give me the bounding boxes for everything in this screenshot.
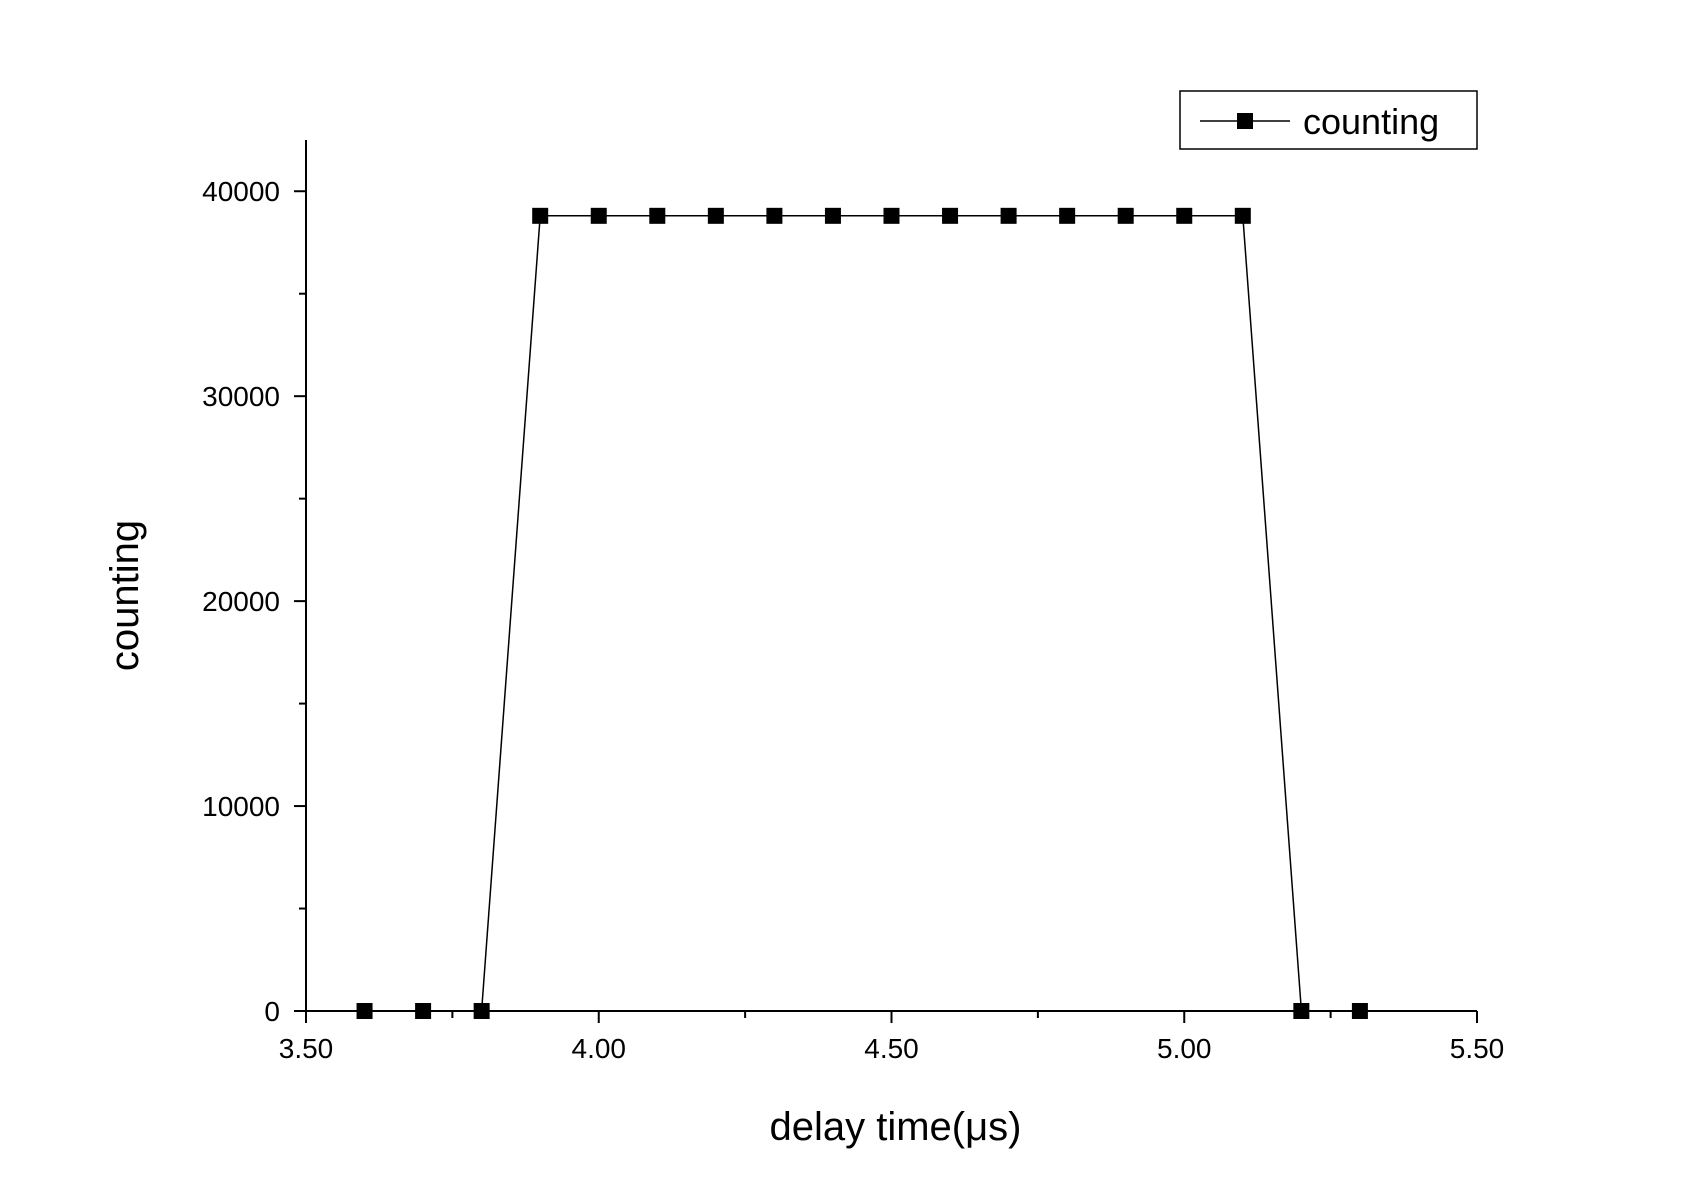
data-point-marker[interactable] bbox=[766, 207, 783, 224]
data-point-marker[interactable] bbox=[1351, 1003, 1368, 1019]
data-point-marker[interactable] bbox=[649, 207, 666, 224]
data-point-marker[interactable] bbox=[1000, 207, 1017, 224]
y-tick-label: 10000 bbox=[202, 791, 280, 822]
y-tick-label: 0 bbox=[264, 996, 280, 1027]
data-point-marker[interactable] bbox=[590, 207, 607, 224]
legend-box bbox=[1179, 90, 1478, 150]
data-point-marker[interactable] bbox=[883, 207, 900, 224]
legend[interactable]: counting bbox=[1179, 90, 1478, 150]
data-point-marker[interactable] bbox=[1117, 207, 1134, 224]
data-point-marker[interactable] bbox=[1059, 207, 1076, 224]
data-point-marker[interactable] bbox=[415, 1003, 432, 1019]
legend-marker-square bbox=[1237, 113, 1253, 129]
x-axis-title: delay time(μs) bbox=[770, 1105, 1022, 1149]
data-point-marker[interactable] bbox=[824, 207, 841, 224]
y-ticks: 0 10000 20000 30000 40000 bbox=[202, 176, 306, 1027]
data-point-marker[interactable] bbox=[707, 207, 724, 224]
data-point-marker[interactable] bbox=[1234, 207, 1251, 224]
series bbox=[356, 207, 1368, 1019]
y-tick-label: 20000 bbox=[202, 586, 280, 617]
data-point-marker[interactable] bbox=[532, 207, 549, 224]
x-tick-label: 5.50 bbox=[1450, 1033, 1505, 1064]
x-tick-label: 4.50 bbox=[864, 1033, 919, 1064]
series-line-0 bbox=[364, 215, 1360, 1012]
x-tick-label: 5.00 bbox=[1157, 1033, 1212, 1064]
data-point-marker[interactable] bbox=[1176, 207, 1193, 224]
data-point-marker[interactable] bbox=[942, 207, 959, 224]
data-point-marker[interactable] bbox=[473, 1003, 490, 1019]
x-tick-label: 3.50 bbox=[279, 1033, 334, 1064]
x-ticks: 3.50 4.00 4.50 5.00 5.50 bbox=[279, 1011, 1505, 1064]
y-axis-title: counting bbox=[103, 520, 147, 671]
data-point-marker[interactable] bbox=[1293, 1003, 1310, 1019]
axes bbox=[305, 140, 1477, 1012]
x-tick-label: 4.00 bbox=[572, 1033, 627, 1064]
y-tick-label: 30000 bbox=[202, 381, 280, 412]
data-point-marker[interactable] bbox=[356, 1003, 373, 1019]
y-tick-label: 40000 bbox=[202, 176, 280, 207]
legend-label: counting bbox=[1303, 101, 1439, 142]
